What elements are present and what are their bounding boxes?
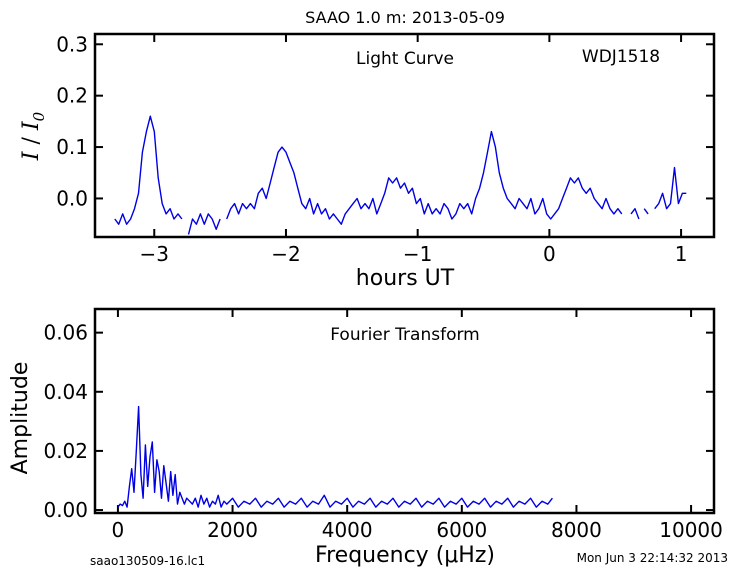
light-curve-xlabel: hours UT [356,266,455,291]
fourier-xtick-label: 8000 [551,518,602,542]
fourier-xtick-label: 6000 [436,518,487,542]
footer-timestamp: Mon Jun 3 22:14:32 2013 [577,551,728,565]
fourier-frame [93,307,716,515]
light-curve-xtick-label: −1 [403,242,432,266]
light-curve-series-line [654,166,687,210]
light-curve-ytick-label: 0.2 [56,84,88,108]
light-curve-xtick-label: 0 [543,242,556,266]
fourier-xtick-label: 4000 [322,518,373,542]
light-curve-frame [93,32,716,239]
fourier-series-line [117,405,553,508]
star-name-label: WDJ1518 [582,47,660,67]
figure-title: SAAO 1.0 m: 2013-05-09 [305,8,505,27]
fourier-panel: 0 2000 4000 6000 8000 10000 0.00 0.02 0.04 0.06 F… [8,307,723,568]
fourier-ytick-label: 0.06 [43,321,88,345]
fourier-ylabel: Amplitude [8,362,33,475]
fourier-xtick-label: 2000 [207,518,258,542]
fourier-ticks: 0 2000 4000 6000 8000 10000 0.00 0.02 0.04 0.06 [43,309,723,542]
fourier-ytick-label: 0.00 [43,498,88,522]
light-curve-xtick-label: −3 [140,242,169,266]
light-curve-xtick-label: 1 [675,242,688,266]
light-curve-ytick-label: 0.0 [56,186,88,210]
light-curve-ytick-label: 0.1 [56,135,88,159]
light-curve-ticks: −3 −2 −1 0 1 0.0 0.1 0.2 0.3 [56,32,714,266]
light-curve-series-line [114,115,183,225]
fourier-ytick-label: 0.04 [43,380,88,404]
light-curve-xtick-label: −2 [271,242,300,266]
light-curve-series-line [643,208,649,215]
light-curve-series-line [187,213,221,235]
fourier-xtick-label: 10000 [659,518,723,542]
footer-filename: saao130509-16.lc1 [90,554,205,568]
light-curve-series [114,115,687,235]
light-curve-ytick-label: 0.3 [56,32,88,56]
light-curve-ylabel: I / I0 [19,111,48,161]
light-curve-series-line [226,130,623,225]
light-curve-panel: −3 −2 −1 0 1 0.0 0.1 0.2 0.3 Light Curve WDJ1518… [19,32,716,291]
fourier-xlabel: Frequency (μHz) [315,543,495,568]
light-curve-series-line [630,207,640,220]
light-curve-label: Light Curve [356,49,454,69]
fourier-xtick-label: 0 [112,518,125,542]
fourier-label: Fourier Transform [330,325,479,345]
fourier-ytick-label: 0.02 [43,439,88,463]
fourier-series [117,405,553,508]
